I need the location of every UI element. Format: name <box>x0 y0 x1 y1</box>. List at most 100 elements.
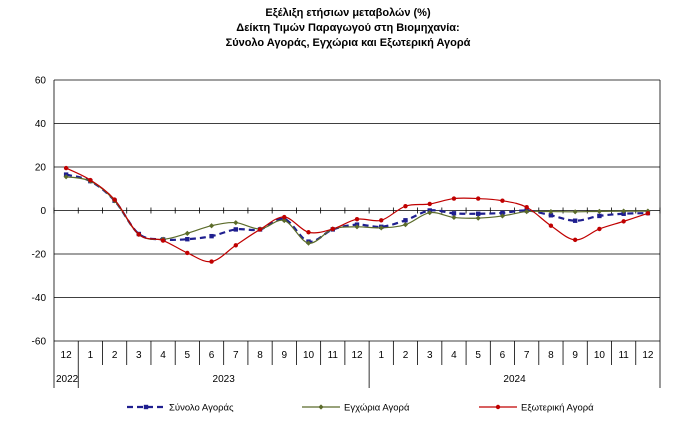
series-line-1 <box>65 173 648 243</box>
x-tick-label: 10 <box>303 350 315 361</box>
x-tick-label: 6 <box>500 350 506 361</box>
legend-marker <box>495 404 501 410</box>
data-point <box>330 226 335 232</box>
x-tick-label: 1 <box>88 350 94 361</box>
legend-label: Εξωτερική Αγορά <box>521 403 594 414</box>
data-point <box>645 211 651 216</box>
data-point <box>209 233 214 239</box>
x-tick-label: 7 <box>524 350 530 361</box>
data-point <box>305 240 312 246</box>
data-point <box>500 210 505 216</box>
x-tick-label: 7 <box>233 350 239 361</box>
data-point <box>378 225 384 231</box>
data-point <box>208 223 215 229</box>
data-point <box>524 208 530 215</box>
x-tick-label: 4 <box>160 350 166 361</box>
data-point <box>621 219 626 224</box>
legend: Σύνολο Αγοράς Εγχώρια Αγορά Εξωτερική Αγορ… <box>127 403 594 414</box>
x-tick-label: 2 <box>112 350 118 361</box>
data-point <box>548 223 554 228</box>
x-tick-label: 12 <box>61 350 73 361</box>
chart-title-line-2: Δείκτη Τιμών Παραγωγού στη Βιομηχανία: <box>236 22 459 34</box>
y-tick-label: 60 <box>35 76 47 87</box>
data-point <box>548 213 554 218</box>
data-point <box>403 203 408 209</box>
data-point <box>572 209 578 215</box>
legend-marker <box>143 404 149 410</box>
y-tick-label: 20 <box>35 163 47 174</box>
data-point <box>63 174 69 180</box>
x-tick-label: 9 <box>572 350 578 361</box>
y-tick-label: -20 <box>32 250 47 261</box>
y-tick-label: -40 <box>32 293 47 304</box>
data-point <box>476 211 481 216</box>
data-point <box>282 214 287 220</box>
x-tick-label: 11 <box>618 350 629 361</box>
y-axis: 60 40 20 0 -20 -40 -60 <box>32 76 47 348</box>
data-point <box>257 227 263 232</box>
data-point <box>185 250 190 256</box>
legend-marker <box>318 404 324 410</box>
chart-title-line-1: Εξέλιξη ετήσιων μεταβολών (%) <box>265 7 431 19</box>
legend-label: Σύνολο Αγοράς <box>169 403 234 414</box>
gridlines <box>53 79 661 342</box>
y-tick-label: 40 <box>35 119 47 130</box>
data-point <box>596 208 602 214</box>
data-point <box>451 211 457 216</box>
x-year-label: 2024 <box>503 374 526 385</box>
x-tick-label: 8 <box>257 350 263 361</box>
data-point <box>476 196 481 201</box>
data-point <box>185 237 190 242</box>
data-point <box>160 238 166 243</box>
x-year-label: 2023 <box>213 374 236 385</box>
x-tick-label: 12 <box>351 350 363 361</box>
x-tick-label: 4 <box>451 350 457 361</box>
x-tick-label: 5 <box>185 350 191 361</box>
data-point <box>63 165 69 171</box>
data-point <box>184 230 190 236</box>
data-point <box>621 208 627 214</box>
x-tick-label: 10 <box>594 350 606 361</box>
x-tick-label: 12 <box>642 350 654 361</box>
data-point <box>233 220 239 226</box>
chart-title: Εξέλιξη ετήσιων μεταβολών (%) Δείκτη Τιμ… <box>226 7 471 49</box>
data-point <box>233 227 238 232</box>
x-tick-label: 3 <box>427 350 433 361</box>
data-point <box>233 243 238 248</box>
data-point <box>136 232 142 237</box>
data-point <box>427 201 432 207</box>
data-point <box>451 196 457 201</box>
data-point <box>306 230 311 235</box>
x-tick-label: 1 <box>378 350 384 361</box>
x-tick-label: 3 <box>136 350 142 361</box>
data-point <box>451 214 457 221</box>
data-point <box>402 222 409 228</box>
data-point <box>475 215 481 221</box>
data-point <box>403 218 408 223</box>
x-tick-label: 9 <box>281 350 287 361</box>
y-tick-label: -60 <box>32 337 47 348</box>
data-point <box>548 208 554 215</box>
data-point <box>524 205 529 210</box>
chart-title-line-3: Σύνολο Αγοράς, Εγχώρια και Εξωτερική Αγο… <box>226 37 471 49</box>
series-line-3 <box>65 167 649 263</box>
data-point <box>88 177 93 183</box>
data-point <box>572 218 578 223</box>
data-point <box>427 210 433 216</box>
series-lines <box>63 165 651 264</box>
x-tick-label: 11 <box>328 350 339 361</box>
data-point <box>597 226 602 232</box>
data-point <box>209 259 214 264</box>
x-tick-label: 8 <box>548 350 554 361</box>
data-point <box>572 237 578 243</box>
x-year-label: 2022 <box>56 374 79 385</box>
data-point <box>597 213 602 219</box>
x-tick-label: 2 <box>403 350 409 361</box>
data-point <box>281 217 287 224</box>
data-point <box>354 217 360 222</box>
data-point <box>379 218 384 223</box>
x-tick-label: 5 <box>475 350 481 361</box>
